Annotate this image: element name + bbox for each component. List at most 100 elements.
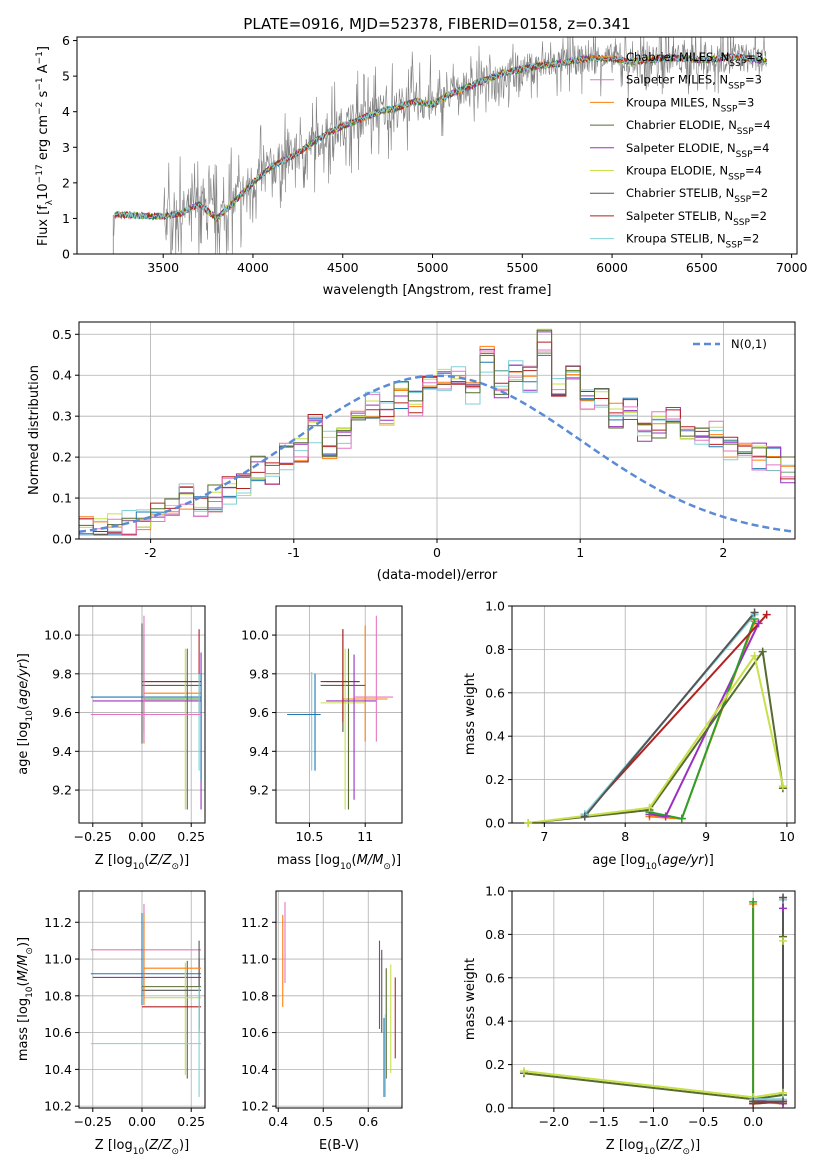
label-part: (: [144, 1138, 149, 1153]
x-tick-label: 0.4: [268, 1114, 288, 1129]
x-tick-label: 0.6: [358, 1114, 378, 1129]
label-part: Chabrier STELIB,: [626, 186, 726, 200]
plot-area: [90, 903, 202, 1097]
label-part: log: [16, 998, 31, 1018]
x-tick-label: 4000: [237, 260, 269, 275]
label-part: )]: [16, 937, 31, 947]
y-axis-label: mass weight: [463, 958, 478, 1040]
plot-area: [528, 611, 784, 823]
label-part: log: [113, 1138, 133, 1153]
legend-label: Kroupa ELODIE, NSSP=4: [626, 164, 762, 183]
x-tick-label: 0.0: [743, 1114, 763, 1129]
y-tick-label: 0.1: [52, 491, 72, 506]
x-tick-label: 5000: [417, 260, 449, 275]
label-part: ⊙: [25, 947, 35, 955]
label-part: (: [16, 705, 31, 710]
y-tick-label: 0.6: [485, 685, 505, 700]
label-part: log: [624, 1138, 644, 1153]
y-tick-label: 0.0: [52, 532, 72, 547]
label-part: Salpeter ELODIE,: [626, 141, 727, 155]
label-part: N: [727, 141, 736, 155]
label-part: ]: [36, 46, 51, 51]
label-part: Salpeter MILES,: [626, 73, 719, 87]
histogram-series: [79, 329, 795, 535]
label-part: )]: [391, 853, 401, 868]
y-tick-label: 10.4: [241, 1062, 269, 1077]
x-tick-label: 8: [621, 829, 629, 844]
label-part: =2: [742, 232, 759, 246]
ebv-mass-panel: 0.4 0.5 0.6 10.2 10.4 10.6 10.8 11.0 11.2 E(B-V): [241, 890, 403, 1153]
x-tick-label: 0.00: [128, 1114, 156, 1129]
label-part: λ: [45, 199, 55, 205]
legend-label: N(0,1): [731, 337, 767, 351]
histogram-series: [79, 341, 795, 536]
label-part: ⊙: [682, 1147, 690, 1157]
legend-label: Chabrier MILES, NSSP=3: [626, 50, 763, 69]
x-tick-label: 2: [719, 545, 727, 560]
x-axis-label: Z [log10(Z/Z⊙)]: [95, 1138, 189, 1157]
legend-label: Chabrier STELIB, NSSP=2: [626, 186, 768, 205]
y-tick-label: 0: [62, 247, 70, 262]
y-tick-label: 9.8: [249, 666, 269, 681]
label-part: SSP: [728, 173, 745, 183]
y-tick-label: 11.0: [241, 952, 269, 967]
x-tick-label: -1: [288, 545, 300, 560]
label-part: =4: [754, 118, 771, 132]
label-part: age [: [592, 853, 625, 868]
legend-label: Kroupa STELIB, NSSP=2: [626, 232, 759, 251]
label-part: N: [726, 186, 735, 200]
y-tick-label: 9.2: [52, 783, 72, 798]
weight-marker: [645, 803, 654, 812]
x-tick-label: −2.0: [539, 1114, 569, 1129]
y-tick-label: 1: [62, 211, 70, 226]
label-part: A: [36, 64, 51, 77]
x-tick-label: −1.5: [588, 1114, 618, 1129]
y-tick-label: 0.6: [485, 970, 505, 985]
y-tick-label: 11.2: [241, 915, 269, 930]
label-part: N: [719, 73, 728, 87]
y-tick-label: 6: [62, 33, 70, 48]
label-part: −17: [35, 164, 45, 183]
axes-frame: [76, 36, 798, 255]
y-tick-label: 0.4: [485, 1014, 505, 1029]
label-part: mass [: [16, 1018, 31, 1061]
weight-marker: [779, 904, 788, 913]
legend-label: Kroupa MILES, NSSP=3: [626, 95, 754, 114]
weight-series: [584, 611, 756, 818]
label-part: N: [712, 95, 721, 109]
label-part: =4: [745, 164, 762, 178]
y-axis-label: mass [log10(M/M⊙)]: [16, 937, 35, 1061]
y-tick-label: 10.0: [44, 628, 72, 643]
plot-area: [90, 615, 202, 810]
y-tick-label: 3: [62, 140, 70, 155]
label-part: Z [: [95, 1138, 113, 1153]
y-tick-label: 5: [62, 69, 70, 84]
label-part: Kroupa STELIB,: [626, 232, 717, 246]
y-tick-label: 9.4: [249, 744, 269, 759]
weight-marker: [778, 782, 787, 791]
y-tick-label: 4: [62, 104, 70, 119]
weight-series: [752, 904, 784, 1105]
label-part: 10: [36, 183, 51, 200]
plot-area: [112, 37, 767, 254]
z-age-panel: −0.25 0.00 0.259.29.49.69.810.0Z [log10(Z/…: [16, 605, 206, 872]
plot-area: [282, 902, 396, 1097]
label-part: −2: [35, 102, 45, 115]
spectrum-panel: 3500 4000 4500 5000 5500 6000 6500 7000 0 1 2 3 4 5 6 C…: [35, 33, 808, 298]
y-tick-label: 2: [62, 175, 70, 190]
label-part: log: [113, 853, 133, 868]
label-part: Chabrier MILES,: [626, 50, 721, 64]
weight-marker: [750, 608, 759, 617]
label-part: )]: [179, 853, 189, 868]
legend-label: Salpeter STELIB, NSSP=2: [626, 209, 767, 228]
y-tick-label: 9.2: [249, 783, 269, 798]
x-tick-label: 3500: [147, 260, 179, 275]
label-part: (: [144, 853, 149, 868]
label-part: N: [721, 50, 730, 64]
label-part: Flux [f: [36, 205, 51, 246]
x-tick-label: 6500: [686, 260, 718, 275]
y-tick-label: 11.0: [44, 952, 72, 967]
observed-spectrum: [113, 37, 767, 254]
x-axis-label: wavelength [Angstrom, rest frame]: [323, 283, 552, 298]
label-part: SSP: [726, 241, 743, 251]
